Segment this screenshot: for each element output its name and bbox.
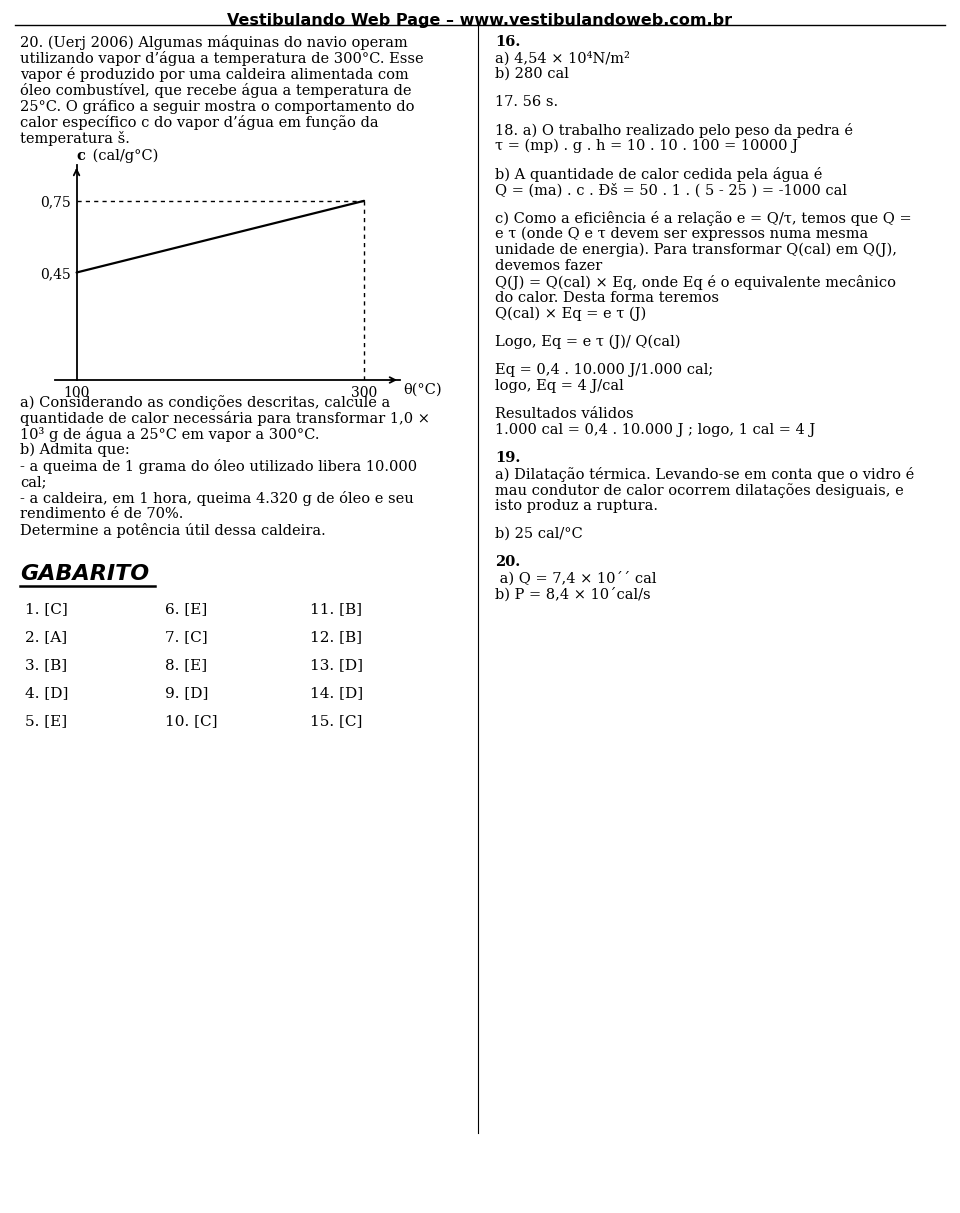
- Text: 8. [E]: 8. [E]: [165, 657, 207, 672]
- Text: 13. [D]: 13. [D]: [310, 657, 363, 672]
- Text: τ = (mp) . g . h = 10 . 10 . 100 = 10000 J: τ = (mp) . g . h = 10 . 10 . 100 = 10000…: [495, 139, 798, 153]
- Text: b) Admita que:: b) Admita que:: [20, 443, 130, 457]
- Text: c: c: [77, 149, 85, 163]
- Text: 9. [D]: 9. [D]: [165, 687, 208, 700]
- Text: a) Considerando as condições descritas, calcule a: a) Considerando as condições descritas, …: [20, 395, 391, 410]
- Text: Q = (ma) . c . Ðš = 50 . 1 . ( 5 - 25 ) = -1000 cal: Q = (ma) . c . Ðš = 50 . 1 . ( 5 - 25 ) …: [495, 183, 847, 198]
- Text: Logo, Eq = e τ (J)/ Q(cal): Logo, Eq = e τ (J)/ Q(cal): [495, 335, 681, 349]
- Text: e τ (onde Q e τ devem ser expressos numa mesma: e τ (onde Q e τ devem ser expressos numa…: [495, 227, 868, 241]
- Text: 17. 56 s.: 17. 56 s.: [495, 95, 558, 109]
- Text: utilizando vapor d’água a temperatura de 300°C. Esse: utilizando vapor d’água a temperatura de…: [20, 51, 423, 66]
- Text: - a queima de 1 grama do óleo utilizado libera 10.000: - a queima de 1 grama do óleo utilizado …: [20, 459, 418, 474]
- Text: 5. [E]: 5. [E]: [25, 714, 67, 728]
- Text: a) Dilatação térmica. Levando-se em conta que o vidro é: a) Dilatação térmica. Levando-se em cont…: [495, 467, 914, 482]
- Text: unidade de energia). Para transformar Q(cal) em Q(J),: unidade de energia). Para transformar Q(…: [495, 243, 897, 257]
- Text: 3. [B]: 3. [B]: [25, 657, 67, 672]
- Text: 11. [B]: 11. [B]: [310, 602, 362, 616]
- Text: 10³ g de água a 25°C em vapor a 300°C.: 10³ g de água a 25°C em vapor a 300°C.: [20, 427, 320, 442]
- Text: - a caldeira, em 1 hora, queima 4.320 g de óleo e seu: - a caldeira, em 1 hora, queima 4.320 g …: [20, 491, 414, 506]
- Text: 20.: 20.: [495, 556, 520, 569]
- Text: logo, Eq = 4 J/cal: logo, Eq = 4 J/cal: [495, 378, 624, 393]
- Text: óleo combustível, que recebe água a temperatura de: óleo combustível, que recebe água a temp…: [20, 82, 412, 98]
- Text: c) Como a eficiência é a relação e = Q/τ, temos que Q =: c) Como a eficiência é a relação e = Q/τ…: [495, 211, 912, 226]
- Text: b) 25 cal/°C: b) 25 cal/°C: [495, 526, 583, 541]
- Text: 15. [C]: 15. [C]: [310, 714, 362, 728]
- Text: do calor. Desta forma teremos: do calor. Desta forma teremos: [495, 291, 719, 304]
- Text: 1.000 cal = 0,4 . 10.000 J ; logo, 1 cal = 4 J: 1.000 cal = 0,4 . 10.000 J ; logo, 1 cal…: [495, 423, 815, 437]
- Text: mau condutor de calor ocorrem dilatações desiguais, e: mau condutor de calor ocorrem dilatações…: [495, 483, 903, 497]
- Text: 14. [D]: 14. [D]: [310, 687, 363, 700]
- Text: Determine a potência útil dessa caldeira.: Determine a potência útil dessa caldeira…: [20, 523, 325, 539]
- Text: 20. (Uerj 2006) Algumas máquinas do navio operam: 20. (Uerj 2006) Algumas máquinas do navi…: [20, 35, 408, 50]
- Text: b) 280 cal: b) 280 cal: [495, 67, 569, 81]
- Text: a) Q = 7,4 × 10´´ cal: a) Q = 7,4 × 10´´ cal: [495, 571, 657, 586]
- Text: temperatura š.: temperatura š.: [20, 131, 130, 146]
- Text: 6. [E]: 6. [E]: [165, 602, 207, 616]
- Text: 19.: 19.: [495, 451, 520, 465]
- Text: 25°C. O gráfico a seguir mostra o comportamento do: 25°C. O gráfico a seguir mostra o compor…: [20, 99, 415, 114]
- Text: 4. [D]: 4. [D]: [25, 687, 68, 700]
- Text: 2. [A]: 2. [A]: [25, 630, 67, 644]
- Text: GABARITO: GABARITO: [20, 564, 149, 583]
- Text: 1. [C]: 1. [C]: [25, 602, 68, 616]
- Text: b) P = 8,4 × 10´cal/s: b) P = 8,4 × 10´cal/s: [495, 587, 651, 602]
- Text: vapor é produzido por uma caldeira alimentada com: vapor é produzido por uma caldeira alime…: [20, 67, 409, 82]
- Text: 7. [C]: 7. [C]: [165, 630, 207, 644]
- Text: (cal/g°C): (cal/g°C): [88, 148, 158, 163]
- Text: 12. [B]: 12. [B]: [310, 630, 362, 644]
- Text: θ(°C): θ(°C): [403, 382, 442, 397]
- Text: Q(J) = Q(cal) × Eq, onde Eq é o equivalente mecânico: Q(J) = Q(cal) × Eq, onde Eq é o equivale…: [495, 275, 896, 290]
- Text: Vestibulando Web Page – www.vestibulandoweb.com.br: Vestibulando Web Page – www.vestibulando…: [228, 13, 732, 28]
- Text: 18. a) O trabalho realizado pelo peso da pedra é: 18. a) O trabalho realizado pelo peso da…: [495, 123, 853, 138]
- Text: 10. [C]: 10. [C]: [165, 714, 218, 728]
- Text: rendimento é de 70%.: rendimento é de 70%.: [20, 507, 183, 522]
- Text: quantidade de calor necessária para transformar 1,0 ×: quantidade de calor necessária para tran…: [20, 411, 430, 426]
- Text: 16.: 16.: [495, 35, 520, 49]
- Text: devemos fazer: devemos fazer: [495, 260, 602, 273]
- Text: Eq = 0,4 . 10.000 J/1.000 cal;: Eq = 0,4 . 10.000 J/1.000 cal;: [495, 363, 713, 377]
- Text: b) A quantidade de calor cedida pela água é: b) A quantidade de calor cedida pela águ…: [495, 167, 823, 182]
- Text: a) 4,54 × 10⁴N/m²: a) 4,54 × 10⁴N/m²: [495, 51, 630, 66]
- Text: cal;: cal;: [20, 475, 46, 489]
- Text: Resultados válidos: Resultados válidos: [495, 408, 634, 421]
- Text: calor específico c do vapor d’água em função da: calor específico c do vapor d’água em fu…: [20, 115, 378, 130]
- Text: Q(cal) × Eq = e τ (J): Q(cal) × Eq = e τ (J): [495, 307, 646, 321]
- Text: isto produz a ruptura.: isto produz a ruptura.: [495, 499, 658, 513]
